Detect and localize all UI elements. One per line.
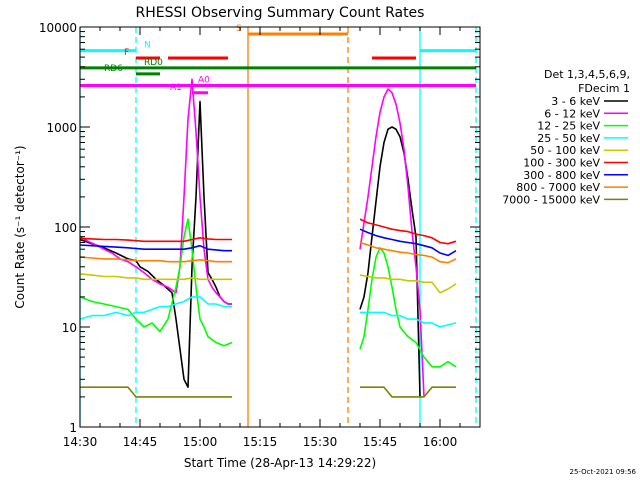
x-tick-label-4: 15:30 [303,435,338,449]
legend-header-0: Det 1,3,4,5,6,9, [544,68,630,81]
x-tick-label-0: 14:30 [63,435,98,449]
flag-label-4: S [236,24,242,34]
y-tick-label-3: 1000 [46,121,77,135]
series-8-segment-0 [80,386,232,398]
series-8-segment-1 [360,386,456,398]
chart-title: RHESSI Observing Summary Count Rates [136,5,425,21]
x-tick-label-5: 15:45 [363,435,398,449]
series-3-segment-0 [80,296,232,320]
series-0-segment-1 [359,126,421,397]
series-7-segment-0 [80,256,232,263]
series-6-segment-1 [359,228,457,257]
legend-label-7: 800 - 7000 keV [516,181,600,194]
series-7-segment-1 [359,241,457,264]
flag-label-3: RD6 [104,64,123,74]
legend-header-1: FDecim 1 [578,82,630,95]
legend-label-4: 50 - 100 keV [530,144,600,157]
x-tick-label-3: 15:15 [243,435,278,449]
flag-label-2: RD0 [144,58,163,68]
series-2-segment-0 [80,218,233,347]
y-tick-label-4: 10000 [39,21,77,35]
timestamp: 25-Oct-2021 09:56 [570,468,637,476]
y-tick-label-2: 100 [54,221,77,235]
x-tick-label-2: 15:00 [183,435,218,449]
legend-label-0: 3 - 6 keV [551,95,600,108]
flag-label-6: A1 [170,83,182,93]
legend-label-5: 100 - 300 keV [523,157,600,170]
legend-label-6: 300 - 800 keV [523,169,600,182]
series-layer [80,78,457,398]
y-tick-label-0: 1 [69,421,77,435]
x-tick-label-6: 16:00 [423,435,458,449]
series-2-segment-1 [359,247,457,368]
flag-label-0: N [144,41,151,51]
series-6-segment-0 [80,244,232,252]
legend-label-1: 6 - 12 keV [544,107,600,120]
series-1-segment-0 [80,78,232,305]
flag-label-5: A0 [198,76,210,86]
series-3-segment-1 [360,311,457,328]
flag-bars: N F RD0 RD6 S A0 A1 [80,24,476,95]
legend-label-2: 12 - 25 keV [537,120,600,133]
series-5-segment-1 [359,218,457,245]
series-0-segment-0 [80,100,232,389]
x-axis-label: Start Time (28-Apr-13 14:29:22) [184,456,376,470]
flag-label-1: F [124,48,129,58]
series-5-segment-0 [80,237,232,243]
axes: 14:30 14:45 15:00 15:15 15:30 15:45 16:00 1 10 10… [39,21,481,449]
series-4-segment-1 [359,274,457,294]
y-tick-label-1: 10 [62,321,77,335]
legend-label-8: 7000 - 15000 keV [502,193,600,206]
y-axis-label: Count Rate (s⁻¹ detector⁻¹) [13,145,27,308]
series-4-segment-0 [80,273,232,281]
x-tick-label-1: 14:45 [123,435,158,449]
legend-label-3: 25 - 50 keV [537,132,600,145]
